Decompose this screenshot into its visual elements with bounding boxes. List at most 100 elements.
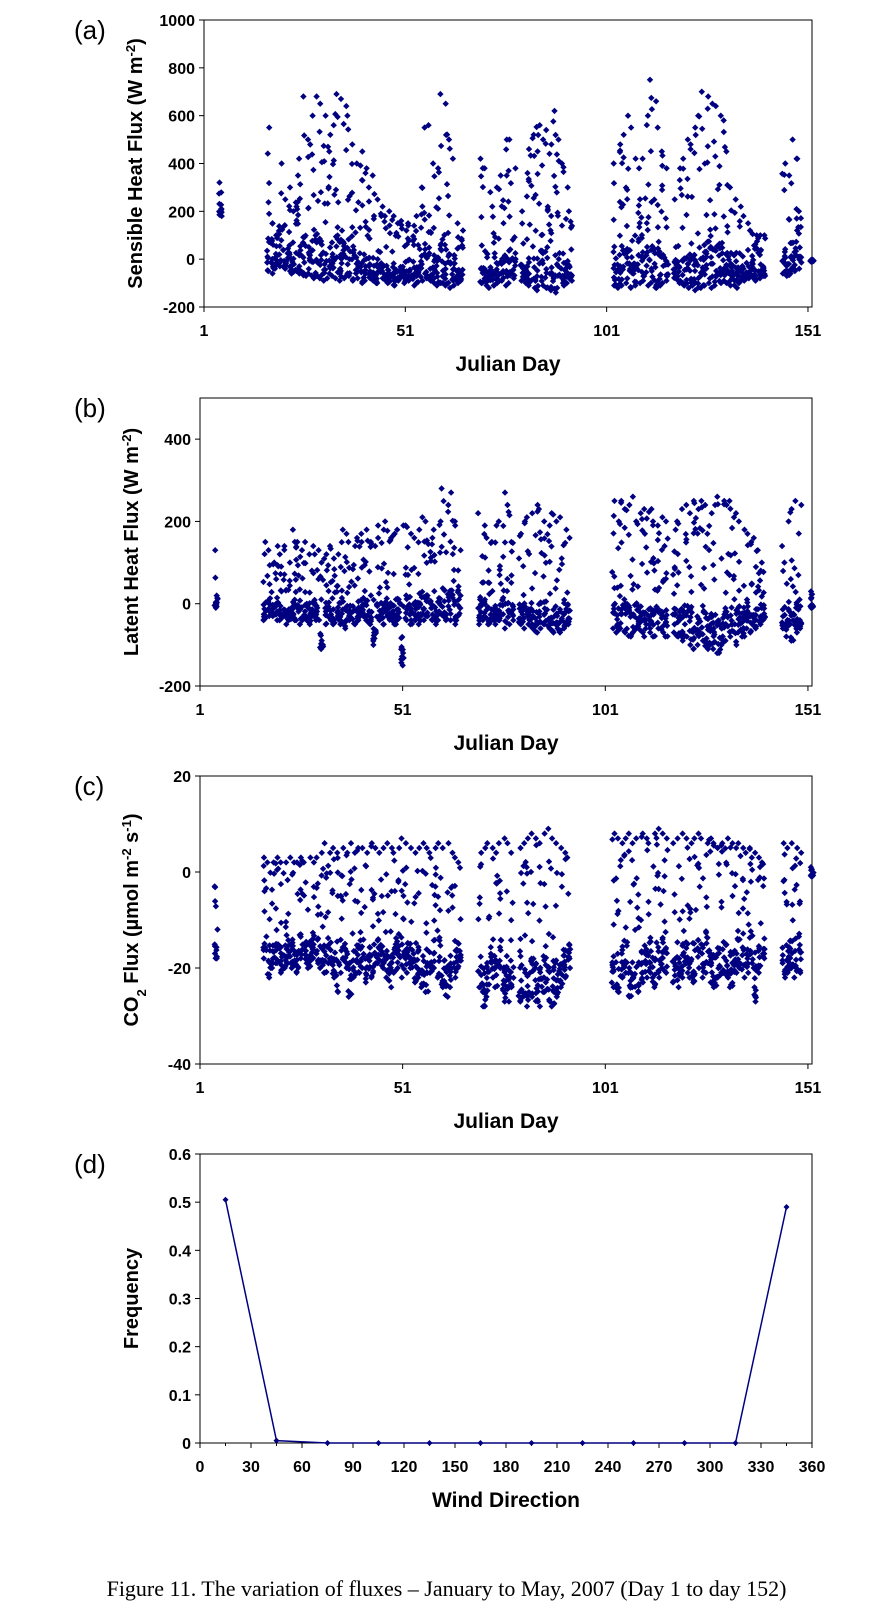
data-point xyxy=(791,886,798,893)
data-point xyxy=(403,961,410,968)
data-point xyxy=(276,251,283,258)
data-point xyxy=(316,128,323,135)
data-point xyxy=(350,972,357,980)
data-point xyxy=(662,257,670,265)
data-point xyxy=(636,219,643,227)
data-point xyxy=(375,1440,382,1446)
data-point xyxy=(260,601,267,608)
data-point xyxy=(568,246,575,253)
data-point xyxy=(435,840,442,847)
data-point xyxy=(701,271,708,278)
data-point xyxy=(541,535,548,542)
data-point xyxy=(785,966,792,973)
data-point xyxy=(524,972,531,980)
data-point xyxy=(704,143,711,150)
data-point xyxy=(739,875,746,882)
data-point xyxy=(566,941,573,949)
data-point xyxy=(265,179,273,187)
data-point xyxy=(291,570,298,577)
data-point xyxy=(418,980,426,988)
data-point xyxy=(675,263,683,270)
data-point xyxy=(615,965,622,973)
data-point xyxy=(318,872,325,879)
data-point xyxy=(696,525,704,532)
data-point xyxy=(550,1000,558,1008)
data-point xyxy=(390,969,397,976)
data-point xyxy=(291,596,298,603)
data-point xyxy=(615,984,622,991)
data-point xyxy=(760,610,768,617)
data-point xyxy=(808,871,815,878)
data-point xyxy=(452,621,459,628)
data-point xyxy=(297,886,304,893)
data-point xyxy=(374,256,381,263)
data-point xyxy=(710,561,717,569)
data-point xyxy=(356,606,363,613)
data-point xyxy=(267,869,274,876)
data-point xyxy=(641,942,648,949)
data-point xyxy=(266,581,273,588)
data-point xyxy=(445,279,452,286)
data-point xyxy=(630,972,637,979)
data-point xyxy=(536,529,544,536)
data-point xyxy=(528,830,535,837)
data-point xyxy=(568,222,576,230)
data-point xyxy=(308,949,316,956)
data-point xyxy=(566,964,574,972)
data-point xyxy=(696,244,703,251)
data-point xyxy=(314,880,321,887)
data-point xyxy=(781,851,788,858)
data-point xyxy=(389,610,397,617)
data-point xyxy=(478,602,485,610)
data-point xyxy=(748,960,756,967)
data-point xyxy=(740,844,747,852)
data-point xyxy=(747,878,755,885)
data-point xyxy=(617,263,624,270)
data-point xyxy=(706,522,713,530)
data-point xyxy=(691,149,698,157)
data-point xyxy=(635,891,642,898)
data-point xyxy=(670,266,677,273)
data-point xyxy=(619,840,626,847)
data-point xyxy=(710,619,717,626)
data-point xyxy=(618,276,625,283)
data-point xyxy=(622,835,629,842)
data-point xyxy=(353,160,360,167)
data-point xyxy=(671,196,678,203)
data-point xyxy=(434,893,442,900)
data-point xyxy=(532,628,539,635)
data-point xyxy=(276,230,283,238)
data-point xyxy=(663,969,670,976)
data-point xyxy=(793,215,800,222)
data-point xyxy=(333,972,340,979)
data-point xyxy=(546,625,553,632)
data-point xyxy=(662,944,670,952)
data-point xyxy=(390,570,397,578)
data-point xyxy=(369,923,377,930)
x-tick-label: 1 xyxy=(196,1080,205,1097)
data-point xyxy=(796,623,804,630)
data-point xyxy=(497,172,504,179)
data-point xyxy=(750,534,757,542)
data-point xyxy=(692,525,699,533)
data-point xyxy=(394,595,401,602)
data-point xyxy=(401,243,408,250)
data-point xyxy=(751,975,758,982)
data-point xyxy=(795,603,802,611)
data-point xyxy=(696,113,703,120)
data-point xyxy=(737,960,744,967)
data-point xyxy=(427,548,434,556)
data-point xyxy=(638,515,646,523)
data-point xyxy=(703,903,710,910)
data-point xyxy=(445,597,452,604)
data-point xyxy=(712,102,719,110)
data-point xyxy=(705,836,713,843)
data-point xyxy=(724,223,731,230)
data-point xyxy=(795,933,803,940)
data-point xyxy=(332,186,340,193)
data-point xyxy=(392,910,399,918)
data-point xyxy=(730,514,738,521)
data-point xyxy=(559,279,567,287)
data-point xyxy=(389,532,397,539)
data-point xyxy=(329,577,336,585)
